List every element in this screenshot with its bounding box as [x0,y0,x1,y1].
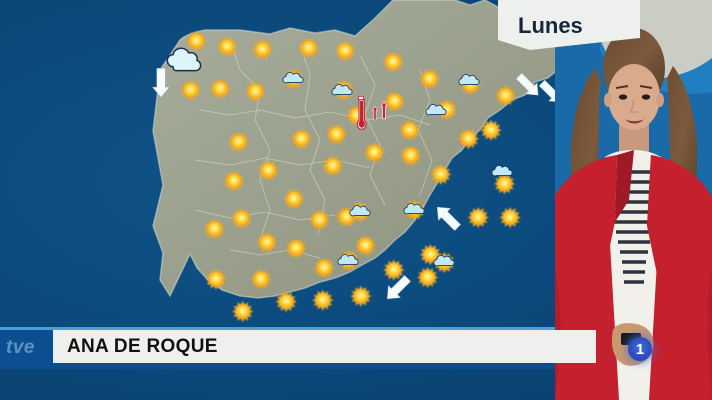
svg-text:Lunes: Lunes [518,13,583,38]
